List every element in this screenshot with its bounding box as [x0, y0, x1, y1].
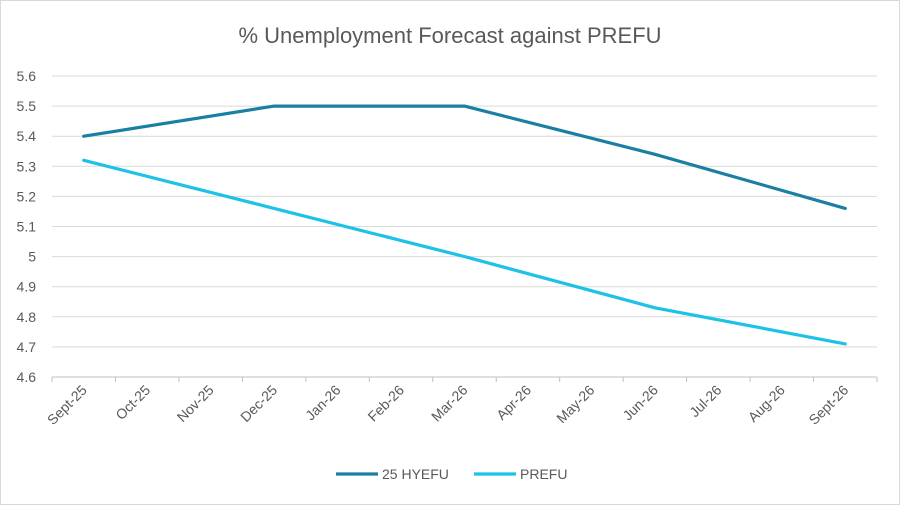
y-tick-label: 5.2: [17, 188, 37, 204]
x-tick-label: Jun-26: [619, 382, 661, 424]
y-tick-label: 5.6: [17, 68, 37, 84]
x-tick-label: Sept-26: [805, 382, 851, 428]
gridlines: [52, 75, 877, 348]
x-tick-label: Mar-26: [428, 382, 471, 425]
series-line-hyefu: [82, 104, 847, 210]
y-tick-label: 5.4: [17, 128, 37, 144]
y-axis-ticks: 4.6 4.7 4.8 4.9 5 5.1 5.2 5.3 5.4 5.5 5.6: [17, 68, 37, 385]
legend-label: 25 HYEFU: [382, 466, 449, 482]
y-tick-label: 4.8: [17, 309, 37, 325]
x-tick-label: May-26: [553, 382, 597, 426]
series-lines: [82, 104, 847, 346]
y-tick-label: 5.1: [17, 219, 37, 235]
x-axis: Sept-25 Oct-25 Nov-25 Dec-25 Jan-26 Feb-26 Mar…: [44, 376, 878, 428]
x-tick-label: Oct-25: [112, 382, 153, 423]
y-tick-label: 5.5: [17, 98, 37, 114]
y-tick-label: 4.9: [17, 279, 37, 295]
x-tick-label: Apr-26: [493, 382, 534, 423]
x-tick-label: Aug-26: [745, 382, 788, 425]
x-tick-label: Jul-26: [686, 382, 724, 420]
x-tick-label: Nov-25: [174, 382, 217, 425]
x-tick-label: Jan-26: [302, 382, 344, 424]
series-line-prefu: [82, 158, 847, 346]
legend: 25 HYEFU PREFU: [336, 466, 567, 482]
x-tick-label: Sept-25: [44, 382, 90, 428]
x-tick-label: Feb-26: [364, 382, 407, 425]
y-tick-label: 4.6: [17, 369, 37, 385]
y-tick-label: 5.3: [17, 158, 37, 174]
legend-label: PREFU: [520, 466, 567, 482]
y-tick-label: 5: [28, 249, 36, 265]
chart-title: % Unemployment Forecast against PREFU: [238, 23, 661, 48]
x-tick-label: Dec-25: [237, 382, 280, 425]
y-tick-label: 4.7: [17, 339, 37, 355]
